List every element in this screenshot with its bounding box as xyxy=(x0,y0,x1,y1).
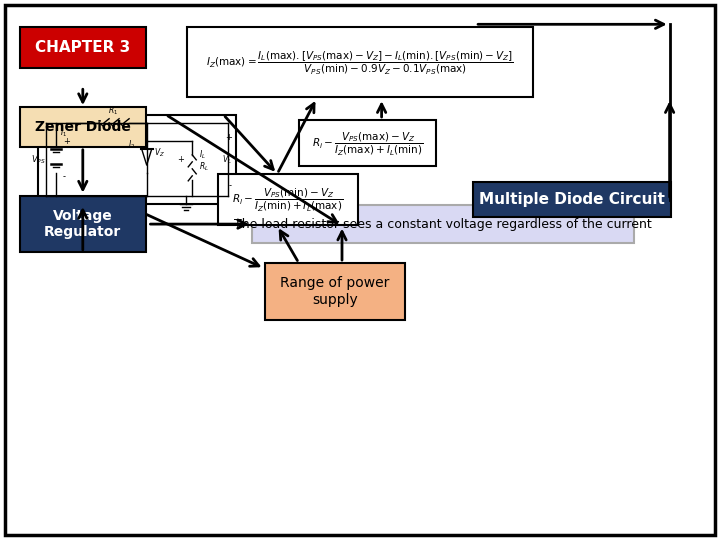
Text: $V_Z$: $V_Z$ xyxy=(153,147,165,159)
Text: $R_i - \dfrac{V_{PS}(\mathrm{max})-V_Z}{I_Z(\mathrm{max})+I_L(\mathrm{min})}$: $R_i - \dfrac{V_{PS}(\mathrm{max})-V_Z}{… xyxy=(312,130,423,157)
Text: +: + xyxy=(63,137,70,146)
Text: $R_l - \dfrac{V_{PS}(\mathrm{min})-V_Z}{I_Z(\mathrm{min})+I_L(\mathrm{max})}$: $R_l - \dfrac{V_{PS}(\mathrm{min})-V_Z}{… xyxy=(233,186,343,213)
Bar xyxy=(20,106,145,147)
Text: CHAPTER 3: CHAPTER 3 xyxy=(35,40,130,55)
Text: $V_L$: $V_L$ xyxy=(222,153,232,166)
Text: $R_1$: $R_1$ xyxy=(108,104,118,117)
Text: +: + xyxy=(225,132,232,141)
Bar xyxy=(20,195,145,252)
Text: The load resistor sees a constant voltage regardless of the current: The load resistor sees a constant voltag… xyxy=(234,218,652,231)
Bar xyxy=(37,115,236,204)
Text: $I_Z(\mathrm{max}) = \dfrac{I_L(\mathrm{max}).[V_{PS}(\mathrm{max})-V_Z]-I_L(\ma: $I_Z(\mathrm{max}) = \dfrac{I_L(\mathrm{… xyxy=(206,49,514,76)
Text: Range of power
supply: Range of power supply xyxy=(280,276,390,307)
Text: $V_{PS}$: $V_{PS}$ xyxy=(31,153,46,166)
Text: $I_L$: $I_L$ xyxy=(199,148,206,161)
Text: Zener Diode: Zener Diode xyxy=(35,120,131,134)
Bar xyxy=(474,183,671,217)
Text: Voltage
Regulator: Voltage Regulator xyxy=(44,209,122,239)
Text: +: + xyxy=(177,155,184,164)
Text: -: - xyxy=(229,181,232,191)
Text: $I_2$: $I_2$ xyxy=(127,139,135,151)
Bar xyxy=(299,120,436,166)
Text: -: - xyxy=(63,173,66,181)
Bar xyxy=(218,174,359,225)
Bar xyxy=(187,27,533,97)
Bar xyxy=(20,27,145,68)
Text: $R_L$: $R_L$ xyxy=(199,160,210,173)
Text: $I_1$: $I_1$ xyxy=(60,126,67,139)
Bar xyxy=(252,205,634,243)
Bar xyxy=(265,263,405,320)
Text: Multiple Diode Circuit: Multiple Diode Circuit xyxy=(480,192,665,207)
